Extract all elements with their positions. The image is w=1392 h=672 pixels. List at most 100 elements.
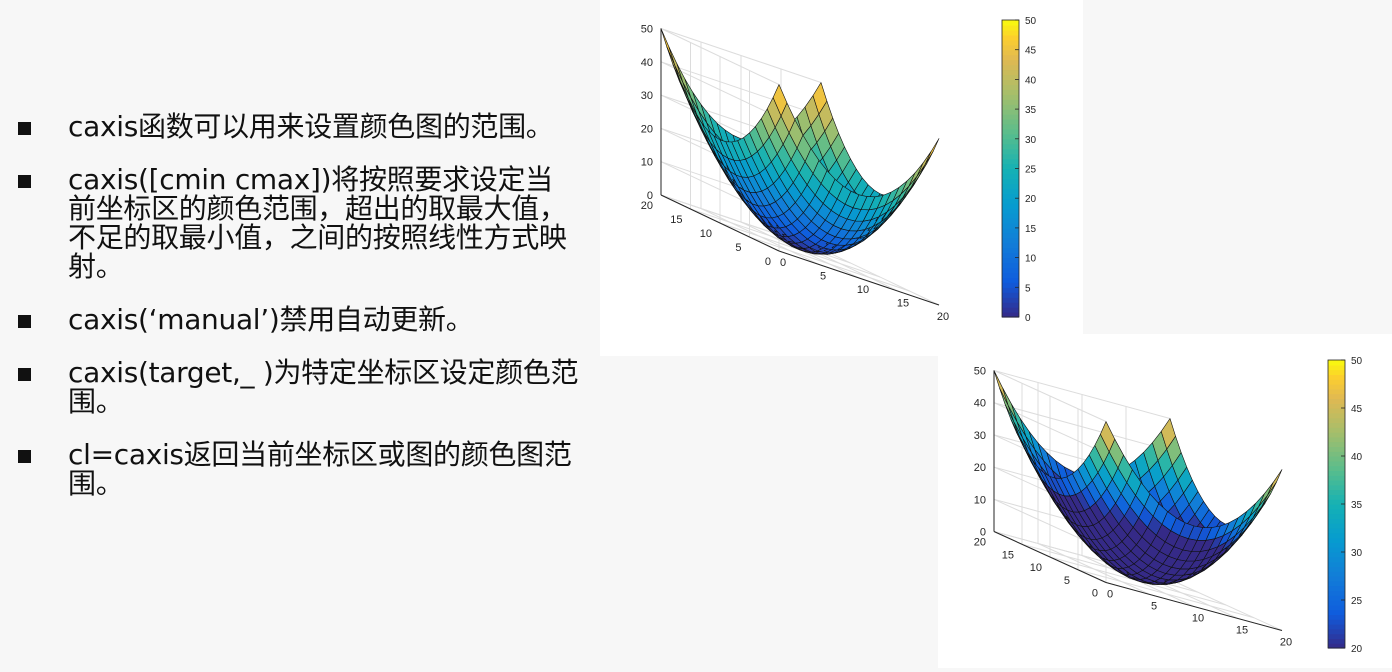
colorbar-segment [1328,398,1345,403]
colorbar-segment [1328,538,1345,543]
colorbar-segment [1002,258,1019,264]
square-bullet-icon [18,450,31,463]
z-tick-label: 50 [974,366,986,378]
colorbar-segment [1328,586,1345,591]
y-tick-label: 15 [670,214,682,226]
colorbar-tick-label: 45 [1025,46,1037,57]
colorbar-segment [1002,233,1019,239]
colorbar-segment [1328,432,1345,437]
colorbar-segment [1328,576,1345,581]
bullet-item: caxis(‘manual’)禁用自动更新。 [18,305,598,334]
x-tick-label: 20 [1280,637,1292,649]
colorbar-segment [1328,566,1345,571]
colorbar-segment [1328,514,1345,519]
colorbar-segment [1328,629,1345,634]
surface-patch [1268,470,1282,496]
x-tick-label: 0 [780,257,786,269]
z-tick-label: 30 [641,90,653,102]
y-tick-label: 10 [700,228,712,240]
colorbar-segment [1002,243,1019,249]
colorbar-tick-label: 35 [1025,105,1037,116]
colorbar-segment [1002,109,1019,115]
z-tick-label: 10 [974,494,986,506]
surface-patch [1259,482,1273,506]
colorbar-segment [1002,124,1019,130]
y-tick-label: 20 [974,537,986,549]
colorbar-segment [1002,198,1019,204]
colorbar-tick-label: 20 [1025,194,1037,205]
z-tick-label: 10 [641,157,653,169]
colorbar-segment [1002,50,1019,56]
colorbar-segment [1328,461,1345,466]
bullet-item: caxis函数可以用来设置颜色图的范围。 [18,112,598,141]
y-tick-label: 5 [735,242,741,254]
colorbar-segment [1002,114,1019,120]
colorbar-tick-label: 5 [1025,283,1031,294]
colorbar-segment [1328,418,1345,423]
colorbar-segment [1328,542,1345,547]
colorbar-segment [1002,188,1019,194]
colorbar-segment [1328,389,1345,394]
surface-plot-2: 0102030405005101520051015202025303540455… [938,334,1392,668]
y-tick-label: 0 [765,256,771,268]
z-tick-label: 50 [641,24,653,36]
bullet-item: caxis([cmin cmax])将按照要求设定当前坐标区的颜色范围，超出的取… [18,165,598,281]
colorbar-segment [1328,552,1345,557]
colorbar-segment [1328,600,1345,605]
colorbar-segment [1328,394,1345,399]
colorbar-segment [1328,442,1345,447]
colorbar-segment [1328,408,1345,413]
y-tick-label: 20 [641,200,653,212]
colorbar-segment [1328,466,1345,471]
colorbar-segment [1002,307,1019,313]
colorbar-segment [1002,277,1019,283]
colorbar-segment [1328,422,1345,427]
bullet-text: caxis(‘manual’)禁用自动更新。 [68,305,588,334]
colorbar-tick-label: 35 [1351,500,1363,511]
colorbar-segment [1328,485,1345,490]
grid-line [821,249,939,305]
colorbar-segment [1328,523,1345,528]
colorbar-segment [1002,94,1019,100]
colorbar-segment [1002,218,1019,224]
colorbar-tick-label: 25 [1025,165,1037,176]
colorbar-segment [1002,55,1019,61]
x-axis-line [779,251,939,305]
colorbar-tick-label: 45 [1351,404,1363,415]
colorbar-tick-label: 30 [1351,548,1363,559]
colorbar-tick-label: 40 [1025,75,1037,86]
colorbar-segment [1328,557,1345,562]
colorbar-tick-label: 10 [1025,254,1037,265]
colorbar-segment [1328,634,1345,639]
square-bullet-icon [18,175,31,188]
colorbar-segment [1002,159,1019,165]
colorbar-segment [1002,302,1019,308]
colorbar-segment [1002,154,1019,160]
colorbar-segment [1328,562,1345,567]
colorbar-segment [1328,624,1345,629]
colorbar-segment [1002,238,1019,244]
x-tick-label: 0 [1107,589,1113,601]
bullet-text: caxis函数可以用来设置颜色图的范围。 [68,112,578,141]
colorbar-segment [1002,178,1019,184]
colorbar-tick-label: 50 [1025,16,1037,27]
colorbar-segment [1002,25,1019,31]
colorbar-segment [1002,263,1019,269]
colorbar-segment [1002,173,1019,179]
square-bullet-icon [18,122,31,135]
colorbar-tick-label: 30 [1025,135,1037,146]
colorbar-segment [1002,287,1019,293]
bullet-list: caxis函数可以用来设置颜色图的范围。 caxis([cmin cmax])将… [18,112,598,522]
x-tick-label: 5 [820,271,826,283]
colorbar-segment [1002,292,1019,298]
colorbar-segment [1328,437,1345,442]
bullet-item: caxis(target,_ )为特定坐标区设定颜色范围。 [18,358,598,416]
colorbar-segment [1328,494,1345,499]
colorbar-segment [1328,427,1345,432]
surface-patch [909,163,923,186]
colorbar-tick-label: 0 [1025,313,1031,324]
colorbar-segment [1002,65,1019,71]
colorbar-segment [1328,456,1345,461]
colorbar-segment [1002,139,1019,145]
